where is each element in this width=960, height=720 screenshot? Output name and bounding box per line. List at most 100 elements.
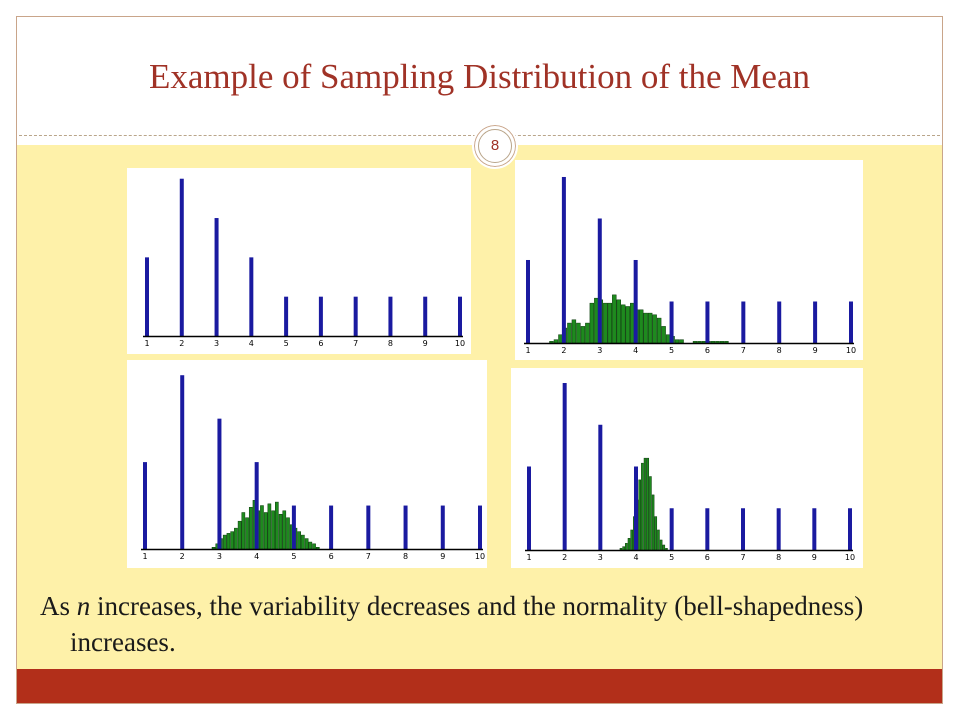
sampling-bar — [647, 312, 653, 344]
sampling-bar — [652, 314, 657, 344]
slide-title: Example of Sampling Distribution of the … — [148, 57, 810, 96]
tick-label: 7 — [741, 346, 746, 355]
population-bar — [526, 259, 530, 343]
sampling-bar — [627, 538, 631, 551]
population-bar — [143, 462, 147, 549]
tick-label: 3 — [214, 339, 219, 348]
population-bar — [705, 301, 710, 343]
tick-label: 9 — [440, 552, 445, 561]
chart-top-left: 1 2 3 4 5 6 7 8 9 10 — [143, 178, 465, 348]
sampling-bar — [245, 517, 249, 550]
tick-label: 9 — [813, 346, 818, 355]
sampling-bar — [625, 306, 630, 344]
chart-panel-bottom-right: 1 2 3 4 5 6 7 8 9 10 — [511, 368, 863, 568]
sampling-bar — [641, 462, 644, 551]
population-bar — [669, 301, 674, 343]
population-bar — [561, 176, 566, 343]
tick-label: 4 — [633, 346, 638, 355]
population-bar — [145, 257, 149, 336]
tick-label: 3 — [598, 553, 603, 562]
sampling-bar — [286, 517, 290, 550]
sampling-bar — [567, 322, 572, 344]
chart-panel-top-right: 1 2 3 4 5 6 7 8 9 10 — [515, 160, 863, 360]
sampling-bar — [580, 326, 586, 344]
tick-label: 6 — [318, 339, 323, 348]
sampling-bar — [643, 457, 647, 551]
tick-label: 9 — [812, 553, 817, 562]
tick-label: 8 — [777, 346, 782, 355]
sampling-bar — [248, 507, 253, 550]
tick-label: 2 — [180, 552, 185, 561]
sampling-bar — [662, 544, 666, 551]
sampling-bar — [603, 302, 608, 344]
population-bar — [403, 505, 408, 549]
sampling-bar — [679, 339, 684, 344]
population-bar — [633, 259, 638, 343]
sampling-bar — [674, 339, 680, 344]
sampling-bar — [260, 505, 264, 550]
population-bar — [776, 508, 781, 550]
tick-label: 7 — [366, 552, 371, 561]
sampling-bar — [649, 476, 652, 551]
caption-prefix: As — [40, 591, 77, 621]
tick-label: 1 — [142, 552, 147, 561]
population-bar — [249, 257, 254, 336]
sampling-bar — [625, 543, 628, 551]
population-bar — [388, 296, 393, 336]
sampling-bar — [315, 547, 320, 550]
tick-label: 8 — [403, 552, 408, 561]
tick-label: 5 — [291, 552, 296, 561]
caption-variable: n — [76, 591, 91, 621]
tick-label: 2 — [561, 346, 566, 355]
sampling-bar — [263, 512, 268, 550]
population-bar — [353, 296, 358, 336]
population-bar — [634, 466, 638, 550]
sampling-bar — [607, 302, 612, 344]
sampling-bar — [654, 516, 658, 551]
tick-label: 10 — [845, 553, 855, 562]
tick-label: 1 — [144, 339, 149, 348]
sampling-bar — [630, 302, 635, 344]
sampling-bar — [646, 457, 650, 551]
sampling-bar — [211, 547, 216, 550]
sampling-bar — [237, 520, 242, 550]
sampling-bar — [622, 546, 625, 551]
tick-label: 10 — [475, 552, 485, 561]
sampling-bar — [594, 297, 599, 344]
sampling-bar — [278, 513, 283, 550]
population-bar — [180, 375, 185, 549]
tick-label: 4 — [254, 552, 259, 561]
population-bar — [284, 296, 289, 336]
tick-label: 5 — [284, 339, 289, 348]
sampling-bar — [241, 512, 246, 550]
sampling-bar — [267, 503, 272, 550]
sampling-bar — [665, 548, 668, 551]
sampling-bar — [616, 299, 621, 344]
population-bar — [179, 178, 184, 336]
sampling-bar — [661, 326, 666, 344]
sampling-bar — [638, 479, 641, 551]
population-bar — [217, 418, 222, 549]
sampling-bar — [612, 294, 617, 344]
population-bar — [291, 505, 296, 549]
chart-panel-top-left: 1 2 3 4 5 6 7 8 9 10 — [127, 168, 471, 354]
sampling-bar — [275, 501, 279, 550]
sampling-bar — [553, 339, 559, 344]
tick-label: 5 — [669, 553, 674, 562]
sampling-bar — [312, 543, 316, 550]
population-bar — [440, 505, 445, 549]
caption: As n increases, the variability decrease… — [40, 588, 950, 660]
tick-label: 8 — [388, 339, 393, 348]
slide-number: 8 — [478, 129, 512, 163]
population-bar — [214, 218, 219, 336]
tick-label: 6 — [329, 552, 334, 561]
population-bar — [478, 505, 482, 549]
sampling-bar — [571, 319, 577, 344]
sampling-bar — [619, 548, 623, 551]
chart-bottom-right: 1 2 3 4 5 6 7 8 9 10 — [525, 383, 855, 562]
population-bar — [366, 505, 371, 549]
sampling-bar — [656, 317, 662, 344]
tick-label: 7 — [353, 339, 358, 348]
population-bar — [741, 301, 746, 343]
population-bar — [423, 296, 428, 336]
